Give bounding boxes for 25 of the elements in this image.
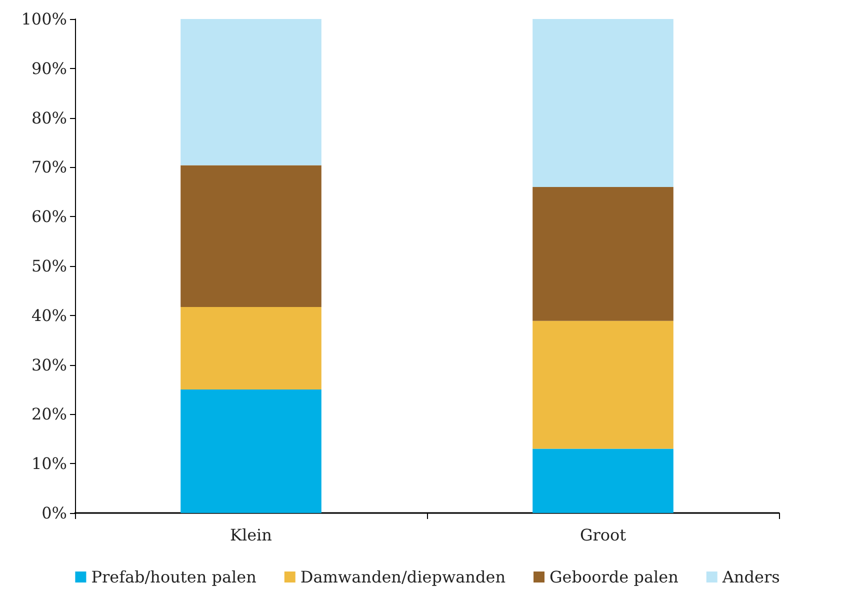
- bar: [532, 320, 674, 449]
- y-tick-label: 20%: [31, 404, 67, 424]
- y-tick-label: 80%: [31, 108, 67, 128]
- y-tick-label: 50%: [31, 256, 67, 276]
- y-tick-label: 60%: [31, 207, 67, 226]
- legend-label: Geboorde palen: [549, 568, 678, 586]
- y-tick-label: 70%: [31, 158, 67, 177]
- x-tick-label: Klein: [230, 526, 272, 544]
- bar: [532, 186, 674, 321]
- y-tick-label: 30%: [31, 355, 67, 374]
- bar: [180, 390, 322, 513]
- bar: [532, 448, 674, 513]
- bar: [532, 19, 674, 187]
- y-tick-label: 40%: [31, 306, 67, 325]
- y-tick-label: 0%: [42, 504, 67, 522]
- x-tick-label: Groot: [580, 526, 627, 544]
- bar: [180, 19, 322, 166]
- y-tick-label: 90%: [31, 58, 67, 78]
- bar: [180, 165, 322, 307]
- legend-label: Anders: [721, 568, 780, 586]
- y-tick-label: 10%: [31, 454, 67, 474]
- legend-label: Prefab/houten palen: [91, 568, 256, 586]
- legend-label: Damwanden/diepwanden: [300, 568, 506, 586]
- y-tick-label: 100%: [21, 10, 67, 28]
- bar: [180, 307, 322, 390]
